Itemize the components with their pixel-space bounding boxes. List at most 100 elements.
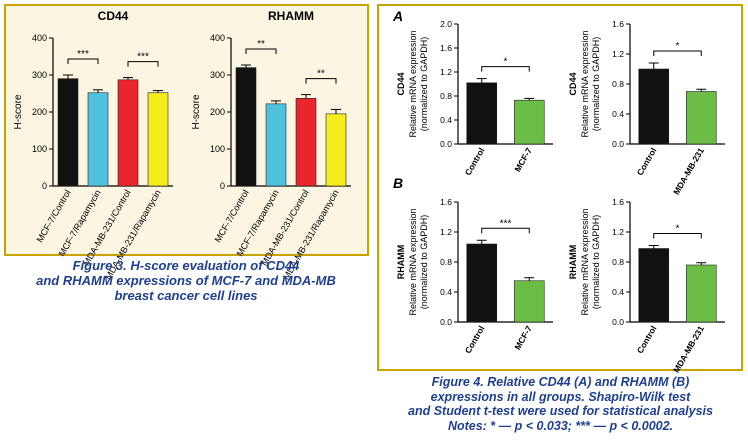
- significance-bracket: [481, 66, 530, 72]
- caption-line: breast cancer cell lines: [114, 288, 258, 303]
- caption-line: and Student t-test were used for statist…: [408, 404, 713, 418]
- y-tick-label: 200: [32, 107, 47, 117]
- bar: [638, 248, 670, 323]
- x-tick-label: MCF-7: [512, 146, 534, 174]
- bar: [466, 82, 498, 145]
- y-tick-label: 0.0: [612, 139, 624, 149]
- panel-gene-label: CD44: [396, 72, 406, 95]
- y-tick-label: 100: [32, 144, 47, 154]
- y-axis-label-2: (normalized to GAPDH): [591, 37, 601, 132]
- y-tick-label: 1.2: [612, 227, 624, 237]
- panel-letter-a: A: [393, 8, 404, 24]
- figure-4-panel: [377, 4, 743, 371]
- significance-bracket: [67, 58, 99, 64]
- y-tick-label: 1.2: [440, 227, 452, 237]
- cd44-mdamb231-mrna-chart: 0.0 0.4 0.8 1.2 1.6 CD44 Relative mRNA express…: [568, 19, 725, 196]
- rhamm-mdamb231-mrna-chart: 0.0 0.4 0.8 1.2 1.6 RHAMM Relative mRNA expres…: [568, 197, 725, 374]
- y-axis-label: H-score: [191, 94, 202, 129]
- caption-line: Figure 3. H-score evaluation of CD44: [72, 258, 300, 273]
- y-tick-label: 0.4: [440, 115, 452, 125]
- bar: [295, 98, 317, 187]
- y-tick-label: 2.0: [440, 19, 452, 29]
- y-tick-label: 300: [210, 70, 225, 80]
- significance-bracket: [305, 78, 337, 84]
- y-tick-label: 400: [210, 33, 225, 43]
- bar: [513, 280, 545, 323]
- significance-label: **: [257, 39, 265, 50]
- x-tick-label: Control: [635, 146, 659, 177]
- significance-bracket: [653, 50, 702, 56]
- x-tick-label: Control: [635, 324, 659, 355]
- figure-3-caption: Figure 3. H-score evaluation of CD44 and…: [0, 258, 372, 303]
- x-tick-label: MDA-MB-231: [671, 324, 706, 375]
- significance-label: ***: [137, 52, 149, 63]
- chart-title: CD44: [98, 9, 129, 23]
- y-tick-label: 0.8: [440, 91, 452, 101]
- bar: [513, 99, 545, 145]
- bar: [325, 113, 347, 187]
- cd44-mcf7-mrna-chart: 0.0 0.4 0.8 1.2 1.6 2.0 CD44 Relative mRNA expr…: [396, 19, 553, 177]
- x-tick-label: Control: [463, 324, 487, 355]
- bar: [147, 92, 169, 187]
- y-tick-label: 1.2: [440, 67, 452, 77]
- y-tick-label: 0.0: [440, 317, 452, 327]
- y-tick-label: 0.4: [440, 287, 452, 297]
- y-tick-label: 0.0: [440, 139, 452, 149]
- significance-label: *: [676, 41, 680, 52]
- significance-bracket: [653, 233, 702, 239]
- x-tick-label: Control: [463, 146, 487, 177]
- y-tick-label: 1.6: [612, 19, 624, 29]
- y-tick-label: 0: [42, 181, 47, 191]
- bar: [117, 79, 139, 187]
- bar: [466, 243, 498, 323]
- significance-label: ***: [77, 49, 89, 60]
- y-axis-label: Relative mRNA expression: [408, 30, 418, 137]
- x-tick-label: MCF-7: [512, 324, 534, 352]
- figure-4-caption: Figure 4. Relative CD44 (A) and RHAMM (B…: [373, 375, 748, 433]
- y-axis-label: Relative mRNA expression: [580, 30, 590, 137]
- bar: [638, 68, 670, 145]
- cd44-hscore-chart: CD440100200300400H-scoreMCF-7/ControlMCF…: [13, 9, 173, 281]
- caption-line: Notes: * — p < 0.033; *** — p < 0.0002.: [447, 418, 674, 433]
- y-tick-label: 100: [210, 144, 225, 154]
- y-axis-label: Relative mRNA expression: [408, 208, 418, 315]
- bar: [235, 67, 257, 187]
- significance-bracket: [245, 48, 277, 55]
- significance-bracket: [481, 227, 530, 234]
- significance-label: ***: [500, 218, 512, 229]
- y-axis-label: H-score: [13, 94, 24, 129]
- rhamm-mcf7-mrna-chart: 0.0 0.4 0.8 1.2 1.6 RHAMM Relative mRNA expres…: [396, 197, 553, 355]
- caption-line: expressions in all groups. Shapiro-Wilk …: [430, 389, 691, 404]
- y-axis-label-2: (normalized to GAPDH): [419, 215, 429, 310]
- panel-letter-b: B: [393, 175, 404, 191]
- bar: [87, 92, 109, 187]
- y-tick-label: 1.6: [440, 43, 452, 53]
- caption-line: and RHAMM expressions of MCF-7 and MDA-M…: [36, 273, 336, 288]
- y-tick-label: 0.8: [440, 257, 452, 267]
- significance-label: **: [317, 69, 325, 80]
- y-tick-label: 300: [32, 70, 47, 80]
- y-tick-label: 0.4: [612, 287, 624, 297]
- x-tick-label: MDA-MB-231: [671, 146, 706, 197]
- y-tick-label: 0.0: [612, 317, 624, 327]
- panel-gene-label: RHAMM: [396, 245, 406, 280]
- significance-label: *: [676, 224, 680, 235]
- y-tick-label: 0: [220, 181, 225, 191]
- y-axis-label-2: (normalized to GAPDH): [591, 215, 601, 310]
- caption-line: Figure 4. Relative CD44 (A) and RHAMM (B…: [431, 375, 690, 389]
- panel-gene-label: CD44: [568, 72, 578, 95]
- chart-title: RHAMM: [268, 9, 314, 23]
- y-axis-label: Relative mRNA expression: [580, 208, 590, 315]
- y-tick-label: 0.8: [612, 257, 624, 267]
- y-tick-label: 400: [32, 33, 47, 43]
- y-tick-label: 1.6: [440, 197, 452, 207]
- bar: [685, 91, 717, 145]
- bar: [57, 78, 79, 187]
- y-axis-label-2: (normalized to GAPDH): [419, 37, 429, 132]
- y-tick-label: 1.2: [612, 49, 624, 59]
- y-tick-label: 200: [210, 107, 225, 117]
- rhamm-hscore-chart: RHAMM0100200300400H-scoreMCF-7/ControlMC…: [191, 9, 351, 281]
- significance-bracket: [127, 61, 159, 67]
- panel-gene-label: RHAMM: [568, 245, 578, 280]
- bar: [265, 103, 287, 187]
